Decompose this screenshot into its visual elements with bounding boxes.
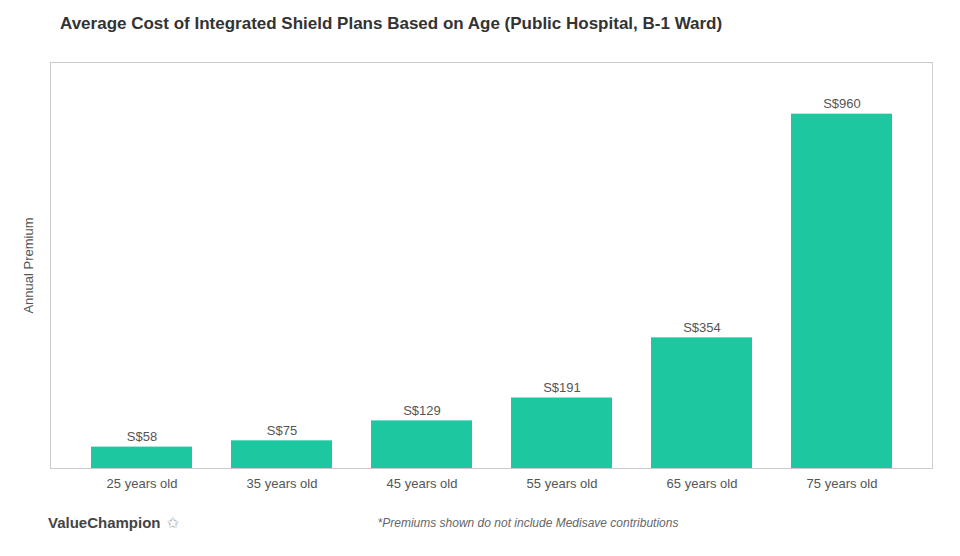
html-text:Average Cost of Integrated Shi: Average Cost of Integrated Shield Plans … [60, 14, 723, 33]
svg-text:45 years old: 45 years old [387, 476, 458, 491]
svg-text:75 years old: 75 years old [807, 476, 878, 491]
svg-text:S$129: S$129 [403, 403, 441, 418]
svg-text:65 years old: 65 years old [667, 476, 738, 491]
svg-text:S$75: S$75 [267, 423, 297, 438]
svg-text:25 years old: 25 years old [107, 476, 178, 491]
svg-text:Annual Premium: Annual Premium [21, 217, 36, 313]
html-text:*Premiums shown do not include: *Premiums shown do not include Medisave … [377, 516, 679, 530]
svg-text:S$191: S$191 [543, 380, 581, 395]
svg-text:55 years old: 55 years old [527, 476, 598, 491]
svg-text:S$58: S$58 [127, 429, 157, 444]
svg-text:35 years old: 35 years old [247, 476, 318, 491]
svg-text:S$960: S$960 [823, 96, 861, 111]
svg-text:S$354: S$354 [683, 320, 721, 335]
html-text:ValueChampion ✩: ValueChampion ✩ [48, 514, 180, 531]
